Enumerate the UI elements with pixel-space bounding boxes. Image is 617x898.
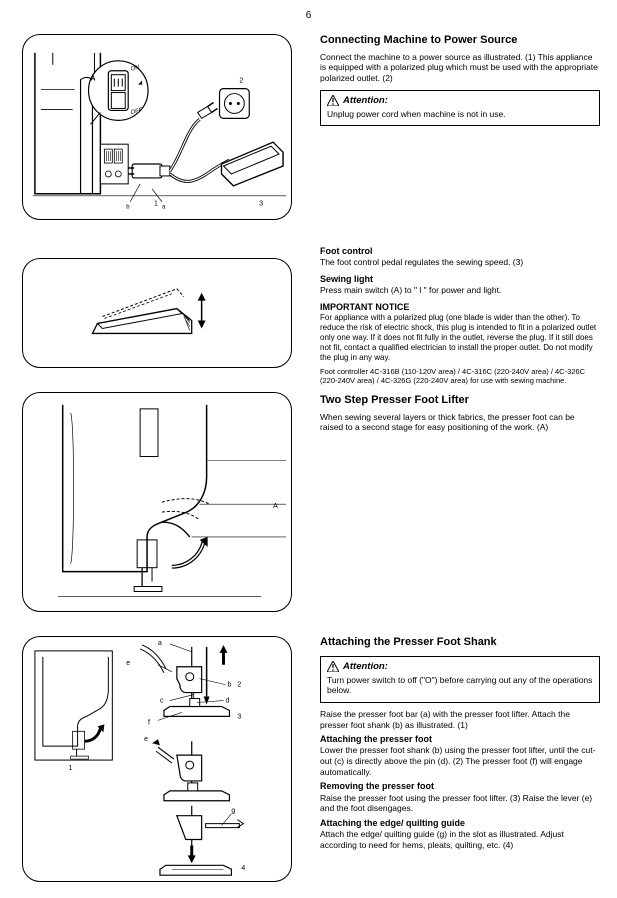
- svg-text:c: c: [160, 698, 164, 705]
- foot-control-heading: Foot control: [320, 246, 600, 257]
- sub1-body: Lower the presser foot shank (b) using t…: [320, 745, 600, 777]
- sub3-body: Attach the edge/ quilting guide (g) in t…: [320, 829, 600, 850]
- warning-box-1: Attention: Unplug power cord when machin…: [320, 90, 600, 127]
- footnote: Foot controller 4C-316B (110-120V area) …: [320, 367, 600, 386]
- para-power-1: Connect the machine to a power source as…: [320, 52, 600, 84]
- notice-heading: IMPORTANT NOTICE: [320, 302, 600, 313]
- sub2-heading: Removing the presser foot: [320, 781, 600, 792]
- svg-text:1: 1: [154, 201, 158, 208]
- svg-text:3: 3: [237, 713, 241, 720]
- svg-text:d: d: [225, 698, 229, 705]
- section1-text: Connecting Machine to Power Source Conne…: [320, 34, 600, 126]
- section3-text: Attaching the Presser Foot Shank Attenti…: [320, 636, 600, 854]
- sub3-heading: Attaching the edge/ quilting guide: [320, 818, 600, 829]
- svg-text:b: b: [227, 682, 231, 689]
- warning-title-1: Attention:: [343, 95, 388, 107]
- svg-text:2: 2: [239, 78, 243, 85]
- svg-text:f: f: [148, 719, 150, 726]
- svg-text:a: a: [162, 205, 166, 211]
- presser-lifter-svg: A: [23, 393, 291, 611]
- svg-text:3: 3: [259, 201, 263, 208]
- foot-control-svg: [23, 259, 291, 368]
- svg-text:a: a: [158, 640, 162, 647]
- section2-text: Two Step Presser Foot Lifter When sewing…: [320, 394, 600, 437]
- svg-text:2: 2: [237, 682, 241, 689]
- sub1-heading: Attaching the presser foot: [320, 734, 600, 745]
- warning-icon-2: [327, 661, 339, 672]
- figure-foot-control: [22, 258, 292, 368]
- svg-text:g: g: [231, 808, 235, 815]
- svg-text:e: e: [126, 660, 130, 667]
- page-number: 6: [306, 10, 312, 23]
- warning-box-2: Attention: Turn power switch to off ("O"…: [320, 656, 600, 703]
- heading-shank: Attaching the Presser Foot Shank: [320, 636, 600, 650]
- sewing-light-heading: Sewing light: [320, 274, 600, 285]
- svg-text:4: 4: [241, 865, 245, 872]
- attach-shank-svg: 1 e a b c: [23, 637, 291, 881]
- lifter-body: When sewing several layers or thick fabr…: [320, 412, 600, 433]
- shank-p1: Raise the presser foot bar (a) with the …: [320, 709, 600, 730]
- sewing-light-body: Press main switch (A) to " l " for power…: [320, 285, 600, 296]
- warning-title-2: Attention:: [343, 661, 388, 673]
- svg-text:A: A: [90, 76, 95, 83]
- warning-body-2: Turn power switch to off ("O") before ca…: [327, 675, 593, 696]
- power-connection-svg: ON OFF: [23, 35, 291, 220]
- warning-icon: [327, 95, 339, 106]
- warning-body-1: Unplug power cord when machine is not in…: [327, 109, 593, 120]
- heading-lifter: Two Step Presser Foot Lifter: [320, 394, 600, 408]
- heading-power: Connecting Machine to Power Source: [320, 34, 600, 48]
- notice-body: For appliance with a polarized plug (one…: [320, 313, 600, 363]
- svg-text:e: e: [144, 736, 148, 743]
- warning-header-1: Attention:: [327, 95, 593, 107]
- svg-text:A: A: [273, 503, 278, 510]
- svg-text:b: b: [126, 205, 130, 211]
- warning-header-2: Attention:: [327, 661, 593, 673]
- foot-control-text: Foot control The foot control pedal regu…: [320, 246, 600, 390]
- figure-attach-shank: 1 e a b c: [22, 636, 292, 882]
- foot-control-body: The foot control pedal regulates the sew…: [320, 257, 600, 268]
- figure-presser-foot-lifter: A: [22, 392, 292, 612]
- sub2-body: Raise the presser foot using the presser…: [320, 793, 600, 814]
- svg-text:1: 1: [69, 765, 73, 772]
- figure-power-connection: ON OFF: [22, 34, 292, 220]
